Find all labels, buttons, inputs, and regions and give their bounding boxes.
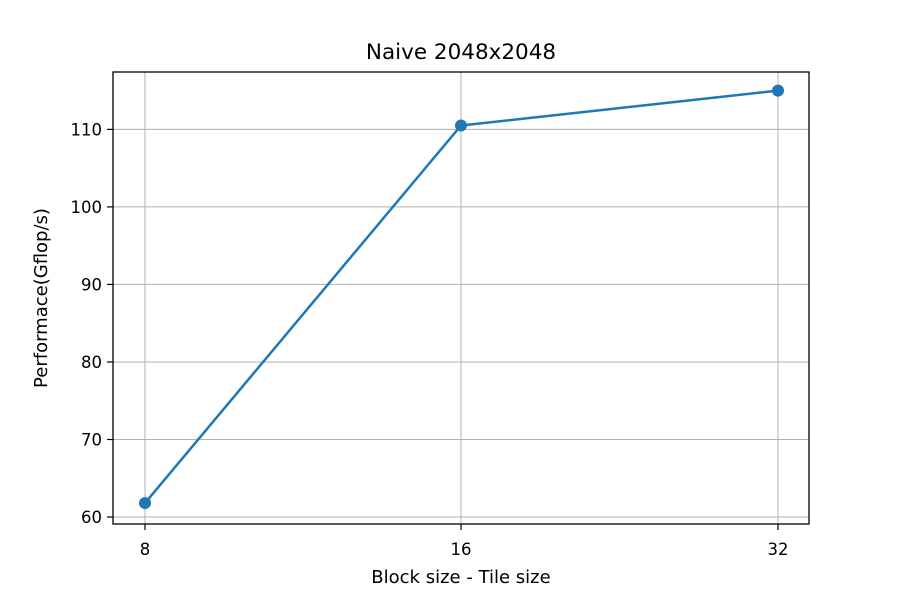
- data-point: [455, 119, 467, 132]
- series-layer: [139, 84, 784, 510]
- y-tick-label: 110: [71, 120, 103, 139]
- y-axis-label: Performace(Gflop/s): [31, 208, 52, 388]
- y-tick-label: 60: [81, 508, 102, 527]
- y-axis: 60 70 80 90 100 110: [71, 120, 113, 527]
- y-tick-label: 100: [71, 198, 103, 217]
- y-tick-label: 70: [81, 430, 102, 449]
- x-tick-label: 32: [768, 540, 789, 559]
- x-tick-label: 8: [140, 540, 151, 559]
- y-tick-label: 90: [81, 275, 102, 294]
- x-tick-label: 16: [451, 540, 472, 559]
- chart-title: Naive 2048x2048: [366, 40, 556, 65]
- data-point: [772, 84, 784, 97]
- y-tick-label: 80: [81, 353, 102, 372]
- x-axis-label: Block size - Tile size: [371, 567, 550, 588]
- data-point: [139, 497, 151, 510]
- x-axis: 8 16 32: [140, 524, 789, 559]
